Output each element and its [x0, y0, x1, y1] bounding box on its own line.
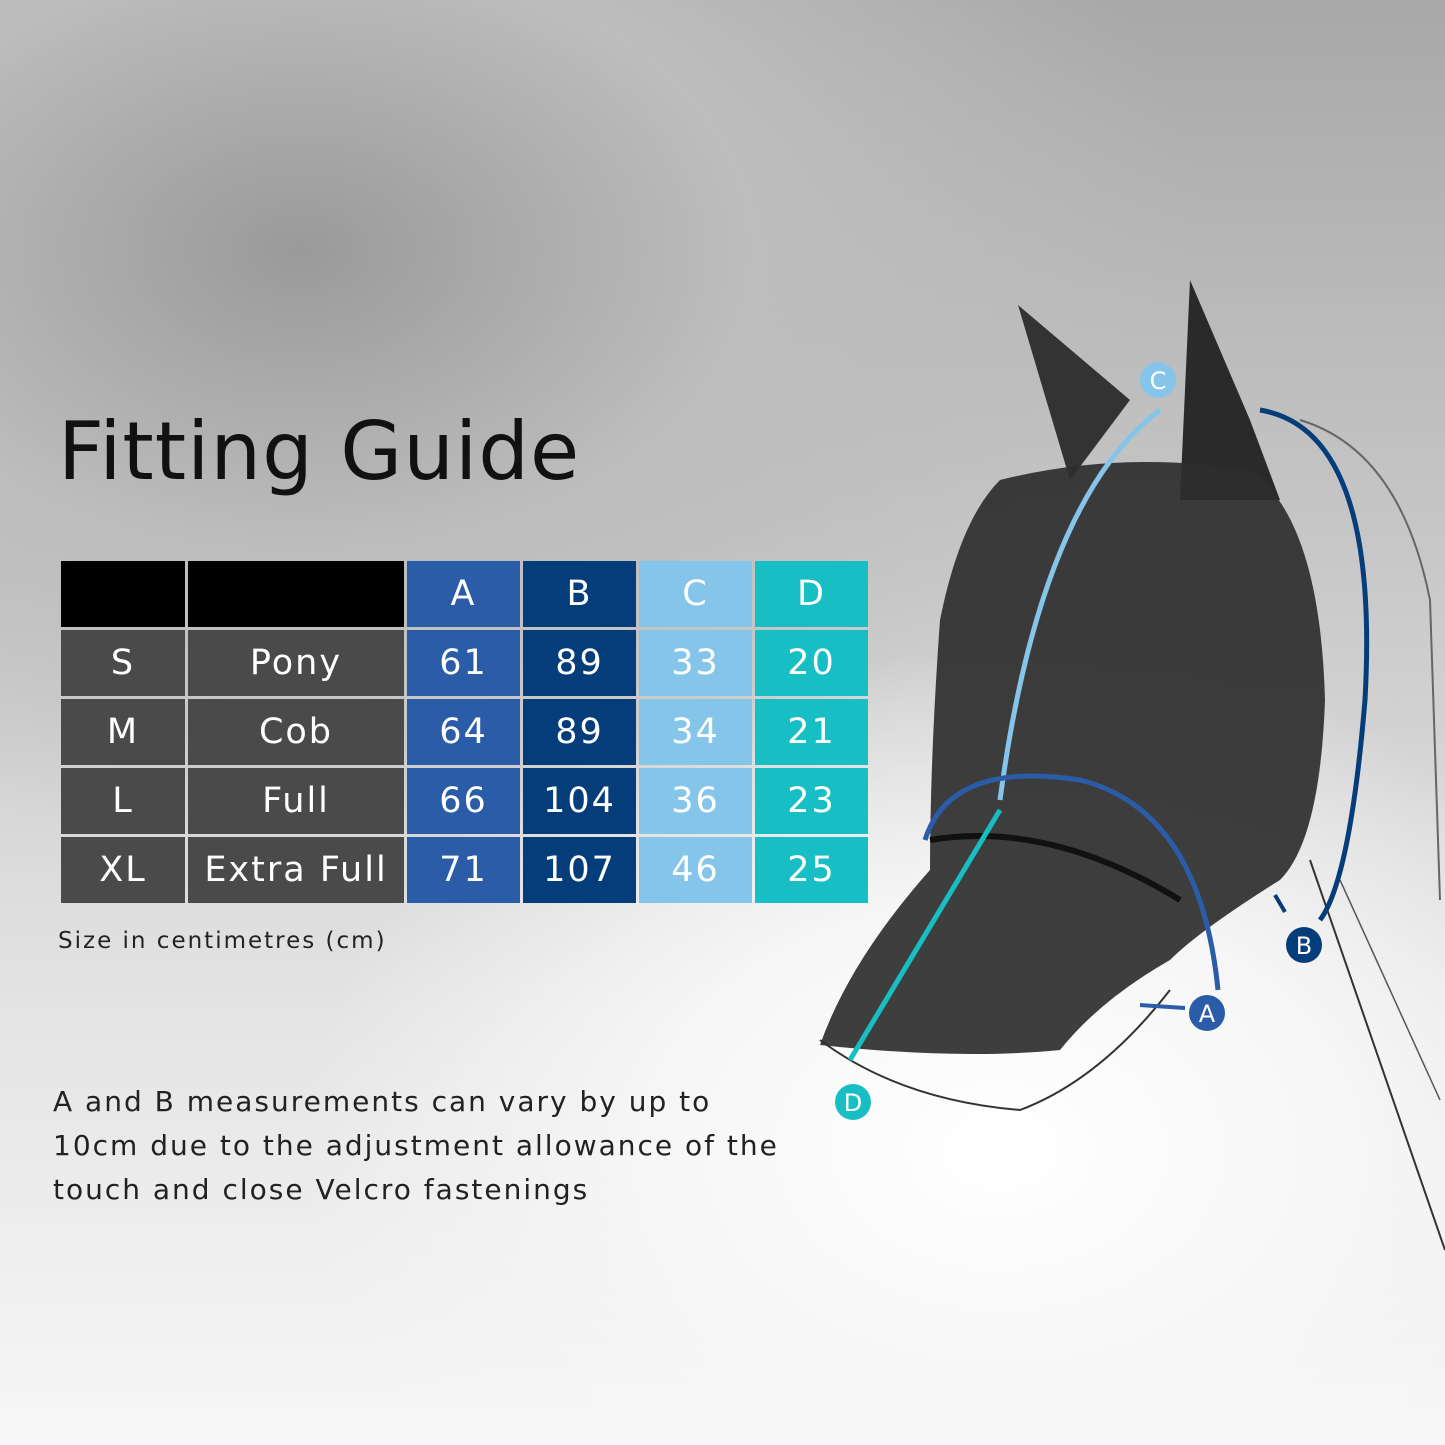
note-line: touch and close Velcro fastenings [53, 1173, 590, 1206]
measure-a-line [922, 773, 1221, 991]
ear [1180, 280, 1280, 500]
marker-c [1140, 362, 1176, 398]
unit-note: Size in centimetres (cm) [58, 928, 387, 954]
d-cell: 21 [755, 699, 868, 765]
d-cell: 23 [755, 768, 868, 834]
ear [1018, 305, 1130, 480]
table-row: XL Extra Full 71 107 46 25 [61, 837, 868, 903]
header-cell [61, 561, 185, 627]
measure-d-line [847, 808, 1003, 1062]
marker-a-label: A [1199, 1000, 1216, 1028]
page-title: Fitting Guide [58, 405, 581, 498]
marker-b-label: B [1296, 932, 1312, 960]
marker-d [835, 1084, 871, 1120]
measure-b-line [1259, 407, 1370, 922]
measurement-note: A and B measurements can vary by up to 1… [53, 1080, 833, 1212]
c-cell: 36 [639, 768, 752, 834]
size-table: A B C D S Pony 61 89 33 20 M Cob 64 89 3… [58, 558, 871, 906]
measure-c-line [997, 408, 1162, 801]
marker-c-label: C [1150, 367, 1167, 395]
table-header-row: A B C D [61, 561, 868, 627]
c-cell: 34 [639, 699, 752, 765]
b-cell: 89 [523, 699, 636, 765]
a-cell: 64 [407, 699, 520, 765]
header-d: D [755, 561, 868, 627]
header-a: A [407, 561, 520, 627]
a-cell: 61 [407, 630, 520, 696]
d-cell: 25 [755, 837, 868, 903]
size-cell: XL [61, 837, 185, 903]
d-cell: 20 [755, 630, 868, 696]
name-cell: Extra Full [188, 837, 404, 903]
header-c: C [639, 561, 752, 627]
note-line: 10cm due to the adjustment allowance of … [53, 1129, 779, 1162]
name-cell: Full [188, 768, 404, 834]
header-b: B [523, 561, 636, 627]
b-cell: 89 [523, 630, 636, 696]
size-cell: L [61, 768, 185, 834]
size-cell: S [61, 630, 185, 696]
b-cell: 107 [523, 837, 636, 903]
name-cell: Pony [188, 630, 404, 696]
b-cell: 104 [523, 768, 636, 834]
a-cell: 71 [407, 837, 520, 903]
size-cell: M [61, 699, 185, 765]
marker-d-label: D [844, 1089, 862, 1117]
table-row: S Pony 61 89 33 20 [61, 630, 868, 696]
name-cell: Cob [188, 699, 404, 765]
table-row: L Full 66 104 36 23 [61, 768, 868, 834]
note-line: A and B measurements can vary by up to [53, 1085, 712, 1118]
marker-a [1189, 995, 1225, 1031]
c-cell: 46 [639, 837, 752, 903]
c-cell: 33 [639, 630, 752, 696]
marker-b [1286, 927, 1322, 963]
a-cell: 66 [407, 768, 520, 834]
table-row: M Cob 64 89 34 21 [61, 699, 868, 765]
mask-body [820, 462, 1325, 1054]
header-cell [188, 561, 404, 627]
